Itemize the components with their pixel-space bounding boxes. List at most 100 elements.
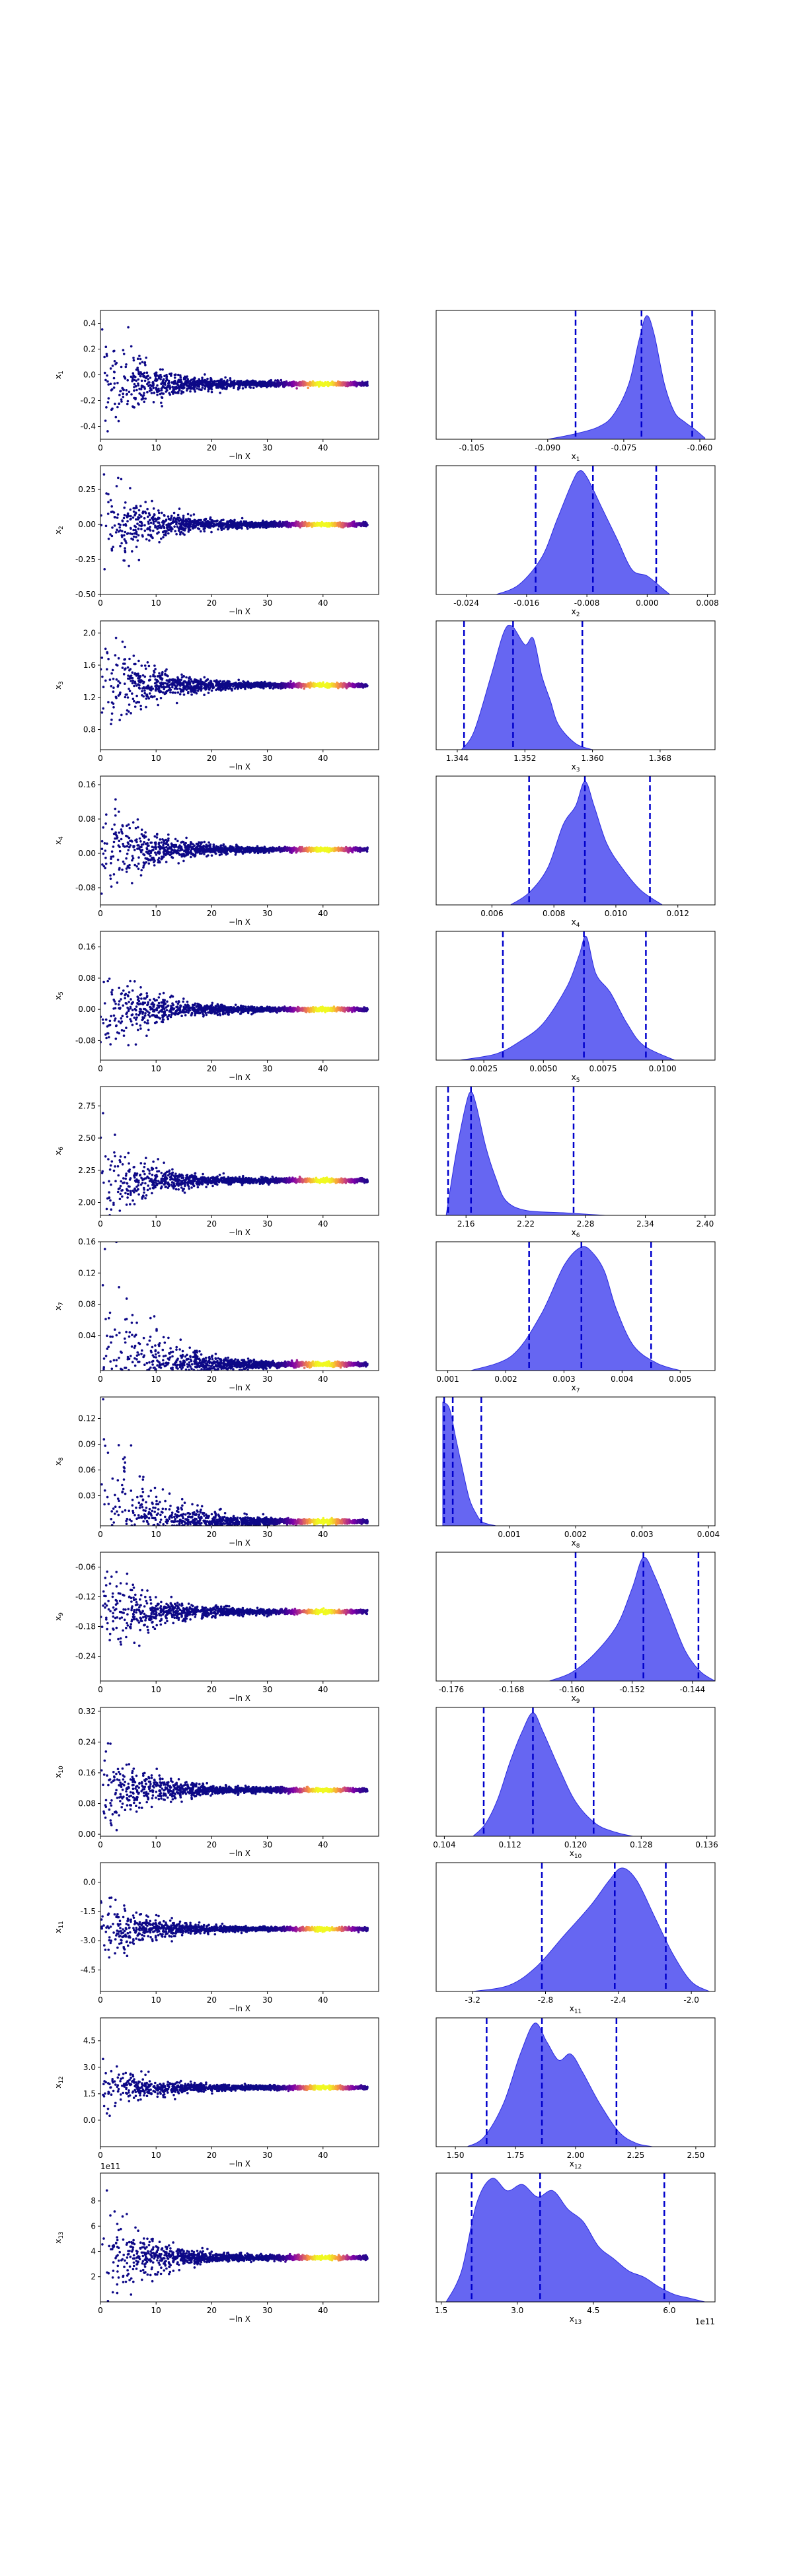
trace-point	[110, 511, 113, 513]
trace-point	[274, 524, 278, 527]
trace-point	[236, 380, 239, 383]
trace-point	[354, 524, 357, 527]
y-axis-label: x3	[54, 681, 65, 690]
trace-point	[189, 382, 192, 385]
trace-point	[139, 520, 141, 524]
trace-point	[325, 382, 328, 384]
trace-point	[172, 390, 176, 394]
trace-point	[251, 379, 254, 382]
trace-point	[204, 373, 206, 376]
trace-point	[159, 378, 162, 380]
trace-point	[153, 671, 156, 674]
trace-point	[138, 524, 141, 527]
trace-point	[231, 525, 233, 528]
trace-point	[336, 684, 340, 687]
trace-point	[118, 682, 122, 684]
trace-point	[153, 695, 156, 698]
trace-point	[149, 696, 153, 698]
trace-point	[186, 375, 188, 378]
trace-point	[328, 683, 331, 686]
trace-point	[188, 526, 191, 528]
x-axis-label: x3	[572, 762, 580, 773]
trace-point	[141, 512, 144, 515]
trace-point	[190, 690, 192, 692]
y-tick-label: 0.8	[83, 725, 96, 734]
trace-point	[203, 694, 206, 696]
trace-point	[139, 375, 142, 378]
trace-point	[163, 375, 166, 378]
trace-point	[265, 526, 268, 529]
trace-point	[182, 523, 185, 526]
trace-point	[142, 682, 145, 685]
trace-point	[133, 386, 135, 388]
trace-point	[113, 382, 116, 385]
trace-point	[225, 522, 228, 525]
trace-point	[178, 388, 181, 391]
trace-point	[265, 522, 268, 525]
trace-point	[106, 374, 108, 377]
trace-point	[256, 384, 259, 387]
trace-point	[113, 360, 116, 363]
trace-point	[155, 689, 157, 692]
trace-point	[287, 382, 291, 385]
trace-point	[112, 706, 115, 709]
trace-point	[145, 356, 147, 359]
trace-point	[200, 689, 203, 692]
trace-point	[225, 681, 229, 684]
trace-point	[121, 519, 124, 522]
trace-point	[134, 511, 137, 514]
trace-point	[315, 381, 319, 384]
trace-point	[226, 528, 229, 530]
trace-point	[187, 517, 190, 520]
trace-point	[157, 517, 159, 520]
trace-point	[338, 382, 341, 384]
trace-point	[180, 678, 183, 681]
trace-point	[106, 513, 110, 515]
trace-point	[102, 686, 105, 688]
trace-points	[100, 326, 369, 433]
kde-plot	[547, 310, 706, 439]
trace-point	[114, 654, 117, 657]
trace-point	[146, 375, 149, 378]
trace-point	[246, 382, 249, 386]
trace-point	[301, 521, 304, 524]
trace-point	[205, 843, 208, 846]
trace-point	[176, 683, 179, 686]
trace-point	[158, 541, 161, 544]
trace-point	[185, 681, 188, 684]
trace-point	[272, 381, 275, 384]
trace-point	[163, 688, 165, 691]
trace-point	[201, 523, 204, 526]
trace-point	[102, 473, 106, 476]
trace-point	[206, 377, 209, 380]
trace-point	[136, 357, 139, 360]
trace-point	[198, 378, 201, 380]
trace-point	[161, 405, 163, 408]
trace-point	[185, 676, 188, 679]
trace-point	[125, 363, 128, 366]
trace-point	[151, 536, 154, 539]
y-tick-label: 0.25	[78, 485, 96, 494]
trace-point	[299, 384, 302, 387]
trace-point	[186, 513, 190, 516]
trace-point	[158, 672, 161, 675]
x-tick-label: 1.368	[649, 754, 671, 763]
kde-density	[461, 624, 593, 750]
trace-point	[233, 385, 235, 388]
trace-point	[310, 381, 313, 384]
trace-point	[132, 535, 135, 538]
trace-point	[219, 523, 222, 526]
trace-point	[147, 515, 149, 519]
trace-point	[215, 688, 217, 692]
y-tick-label: -0.4	[81, 422, 96, 431]
trace-point	[233, 687, 237, 690]
trace-point	[194, 384, 196, 388]
trace-point	[179, 525, 182, 528]
trace-point	[152, 673, 155, 676]
trace-point	[202, 525, 206, 528]
trace-point	[213, 680, 216, 682]
trace-point	[185, 382, 188, 385]
trace-point	[165, 532, 167, 534]
trace-point	[103, 355, 106, 359]
x-tick-label: 40	[318, 443, 328, 452]
